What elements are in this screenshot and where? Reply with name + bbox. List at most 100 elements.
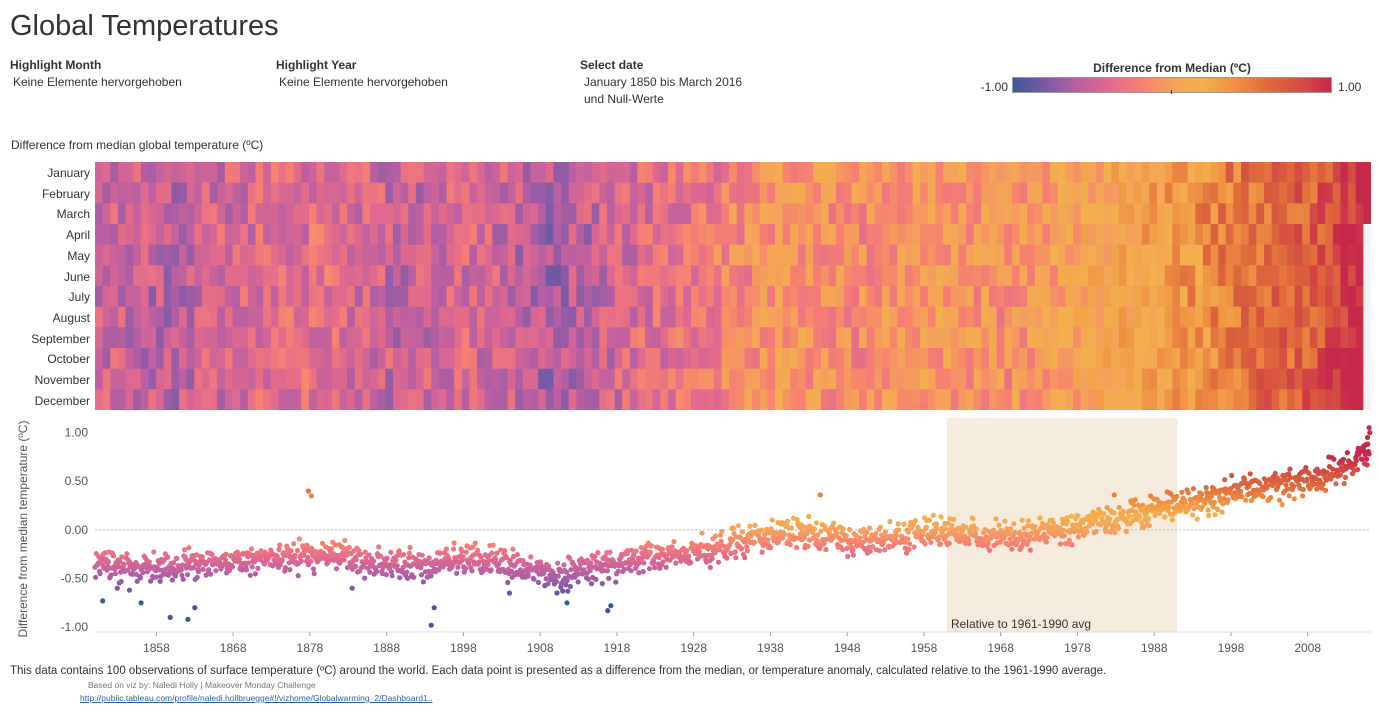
- heatmap-cell[interactable]: [690, 244, 700, 266]
- heatmap-cell[interactable]: [415, 265, 425, 287]
- heatmap-cell[interactable]: [125, 224, 134, 246]
- heatmap-cell[interactable]: [385, 162, 394, 184]
- data-point[interactable]: [470, 544, 476, 550]
- heatmap-cell[interactable]: [713, 224, 723, 246]
- heatmap-cell[interactable]: [1248, 203, 1257, 225]
- heatmap-cell[interactable]: [1202, 306, 1212, 328]
- heatmap-cell[interactable]: [744, 286, 753, 308]
- heatmap-cell[interactable]: [1325, 265, 1334, 287]
- heatmap-cell[interactable]: [240, 389, 249, 410]
- heatmap-cell[interactable]: [446, 389, 455, 410]
- data-point[interactable]: [554, 590, 560, 596]
- heatmap-cell[interactable]: [614, 389, 623, 410]
- heatmap-cell[interactable]: [958, 162, 967, 184]
- data-point[interactable]: [1120, 508, 1126, 514]
- heatmap-cell[interactable]: [690, 182, 700, 204]
- heatmap-cell[interactable]: [423, 162, 432, 184]
- heatmap-cell[interactable]: [1279, 327, 1288, 349]
- heatmap-cell[interactable]: [469, 182, 478, 204]
- heatmap-cell[interactable]: [943, 203, 952, 225]
- heatmap-cell[interactable]: [874, 244, 883, 266]
- heatmap-cell[interactable]: [263, 182, 272, 204]
- heatmap-cell[interactable]: [95, 182, 104, 204]
- data-point[interactable]: [861, 526, 867, 532]
- data-point[interactable]: [437, 550, 443, 556]
- heatmap-cell[interactable]: [1141, 203, 1151, 225]
- heatmap-cell[interactable]: [1256, 162, 1265, 184]
- heatmap-cell[interactable]: [507, 203, 516, 225]
- heatmap-cell[interactable]: [881, 182, 891, 204]
- heatmap-cell[interactable]: [553, 306, 562, 328]
- heatmap-cell[interactable]: [820, 224, 830, 246]
- heatmap-cell[interactable]: [232, 368, 241, 390]
- heatmap-cell[interactable]: [278, 244, 287, 266]
- heatmap-cell[interactable]: [507, 182, 516, 204]
- heatmap-cell[interactable]: [1095, 162, 1105, 184]
- heatmap-cell[interactable]: [522, 244, 532, 266]
- heatmap-cell[interactable]: [492, 306, 501, 328]
- heatmap-cell[interactable]: [1248, 348, 1257, 370]
- data-point[interactable]: [699, 530, 705, 536]
- heatmap-cell[interactable]: [385, 182, 394, 204]
- heatmap-cell[interactable]: [561, 389, 570, 410]
- data-point[interactable]: [371, 558, 377, 564]
- heatmap-cell[interactable]: [308, 224, 318, 246]
- heatmap-cell[interactable]: [1317, 389, 1326, 410]
- heatmap-cell[interactable]: [278, 389, 287, 410]
- heatmap-cell[interactable]: [584, 368, 593, 390]
- heatmap-cell[interactable]: [897, 182, 906, 204]
- heatmap-cell[interactable]: [522, 182, 532, 204]
- heatmap-cell[interactable]: [820, 306, 830, 328]
- heatmap-cell[interactable]: [1157, 244, 1166, 266]
- heatmap-cell[interactable]: [278, 224, 287, 246]
- heatmap-cell[interactable]: [247, 162, 257, 184]
- heatmap-cell[interactable]: [591, 162, 600, 184]
- heatmap-cell[interactable]: [1172, 286, 1181, 308]
- heatmap-cell[interactable]: [1019, 348, 1028, 370]
- heatmap-cell[interactable]: [721, 244, 730, 266]
- heatmap-cell[interactable]: [1233, 203, 1242, 225]
- heatmap-cell[interactable]: [209, 286, 218, 308]
- heatmap-cell[interactable]: [370, 327, 379, 349]
- heatmap-cell[interactable]: [1088, 286, 1097, 308]
- heatmap-cell[interactable]: [377, 348, 386, 370]
- heatmap-cell[interactable]: [446, 327, 455, 349]
- heatmap-cell[interactable]: [125, 368, 134, 390]
- heatmap-cell[interactable]: [110, 389, 119, 410]
- heatmap-cell[interactable]: [767, 306, 776, 328]
- data-point[interactable]: [673, 560, 679, 566]
- data-point[interactable]: [1011, 530, 1018, 536]
- heatmap-cell[interactable]: [966, 306, 975, 328]
- heatmap-cell[interactable]: [1141, 306, 1151, 328]
- heatmap-cell[interactable]: [293, 162, 302, 184]
- heatmap-cell[interactable]: [614, 286, 623, 308]
- heatmap-cell[interactable]: [790, 286, 799, 308]
- heatmap-cell[interactable]: [331, 348, 341, 370]
- data-point[interactable]: [1190, 512, 1196, 518]
- data-point[interactable]: [1247, 471, 1253, 477]
- data-point[interactable]: [834, 530, 840, 536]
- heatmap-cell[interactable]: [415, 182, 425, 204]
- heatmap-cell[interactable]: [950, 389, 959, 410]
- heatmap-cell[interactable]: [117, 265, 127, 287]
- heatmap-cell[interactable]: [698, 224, 707, 246]
- heatmap-cell[interactable]: [347, 162, 356, 184]
- data-point[interactable]: [1225, 497, 1231, 503]
- heatmap-cell[interactable]: [797, 368, 807, 390]
- heatmap-cell[interactable]: [1355, 327, 1364, 349]
- data-point[interactable]: [419, 552, 425, 558]
- heatmap-cell[interactable]: [186, 327, 195, 349]
- heatmap-cell[interactable]: [782, 348, 791, 370]
- heatmap-cell[interactable]: [1027, 265, 1036, 287]
- heatmap-cell[interactable]: [301, 203, 310, 225]
- heatmap-cell[interactable]: [1187, 348, 1196, 370]
- heatmap-cell[interactable]: [324, 224, 333, 246]
- heatmap-cell[interactable]: [912, 224, 921, 246]
- heatmap-cell[interactable]: [1034, 348, 1044, 370]
- heatmap-cell[interactable]: [370, 368, 379, 390]
- heatmap-cell[interactable]: [927, 224, 937, 246]
- heatmap-cell[interactable]: [461, 265, 470, 287]
- heatmap-cell[interactable]: [752, 348, 761, 370]
- data-point[interactable]: [1025, 518, 1032, 524]
- heatmap-cell[interactable]: [690, 162, 700, 184]
